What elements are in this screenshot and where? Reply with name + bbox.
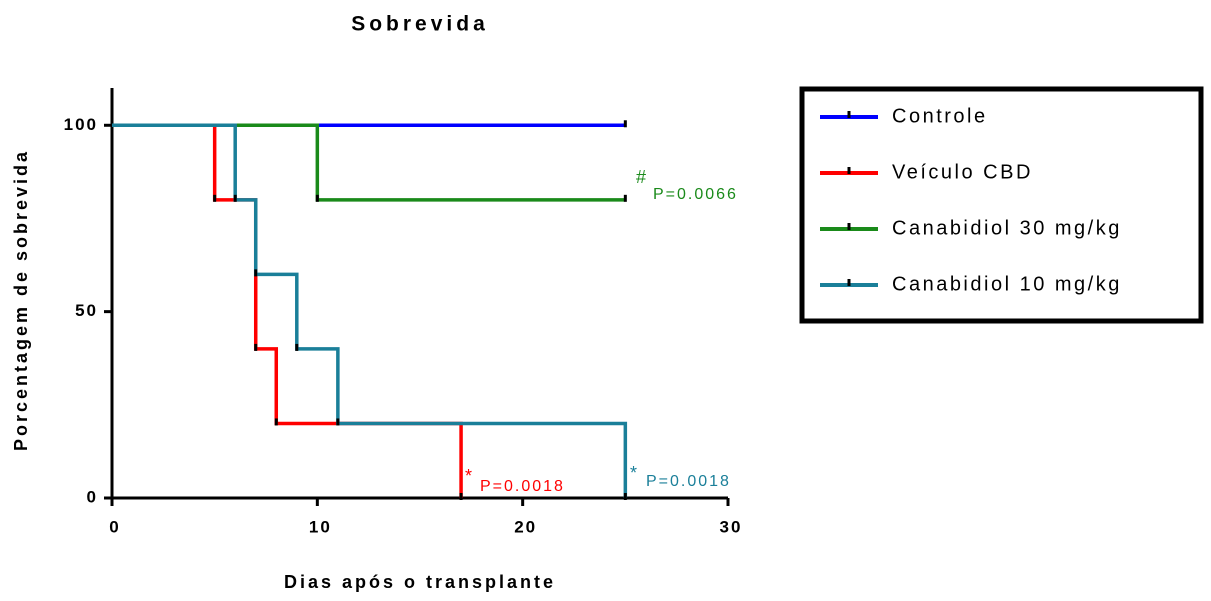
x-tick-label: 20 bbox=[514, 517, 537, 536]
legend-label: Canabidiol 30 mg/kg bbox=[892, 217, 1122, 239]
annotation: P=0.0018 bbox=[646, 473, 731, 490]
annotation: # bbox=[636, 167, 648, 187]
legend-label: Veículo CBD bbox=[892, 161, 1033, 183]
x-axis-label: Dias após o transplante bbox=[284, 572, 556, 592]
survival-line bbox=[112, 123, 463, 498]
y-tick-label: 50 bbox=[75, 301, 98, 320]
x-tick-label: 0 bbox=[109, 517, 120, 536]
x-tick-label: 10 bbox=[309, 517, 332, 536]
survival-line bbox=[112, 123, 628, 498]
annotation: * bbox=[465, 466, 474, 486]
legend-label: Canabidiol 10 mg/kg bbox=[892, 273, 1122, 295]
y-axis-label: Porcentagem de sobrevida bbox=[11, 149, 31, 451]
y-tick-label: 100 bbox=[64, 115, 98, 134]
survival-line bbox=[112, 123, 626, 202]
chart-title: Sobrevida bbox=[351, 13, 489, 36]
annotation: * bbox=[630, 463, 639, 483]
legend-label: Controle bbox=[892, 105, 988, 127]
y-tick-label: 0 bbox=[87, 487, 98, 506]
annotation: P=0.0018 bbox=[480, 478, 565, 495]
legend-box bbox=[799, 86, 1204, 324]
x-tick-label: 30 bbox=[720, 517, 743, 536]
annotation: P=0.0066 bbox=[653, 186, 738, 203]
